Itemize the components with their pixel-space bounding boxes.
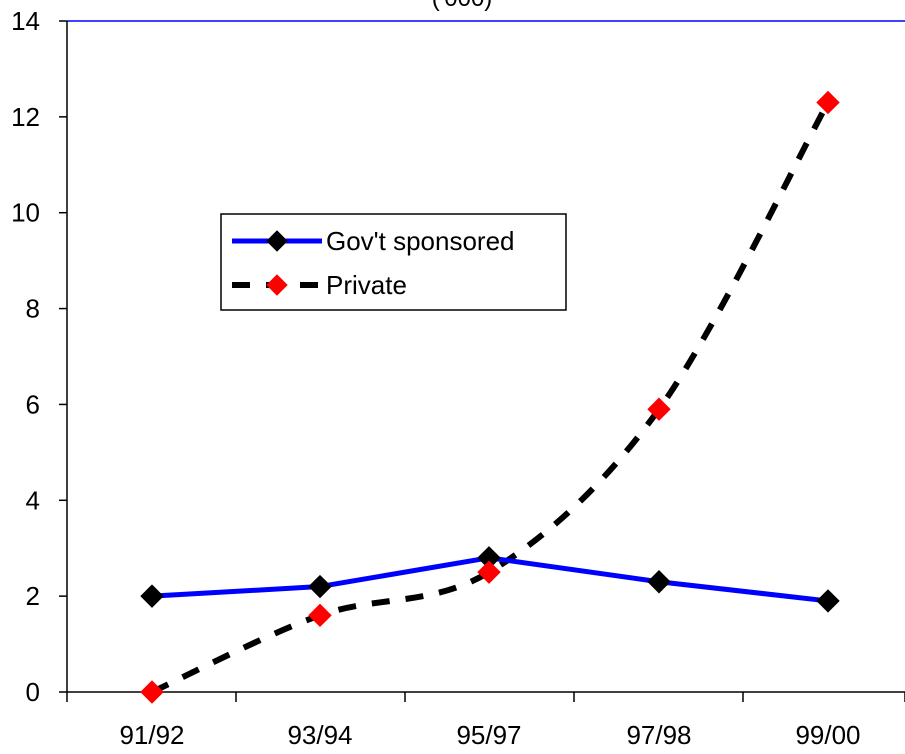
- data-point-private: [647, 397, 671, 421]
- data-point-govt-sponsored: [308, 574, 332, 599]
- data-point-govt-sponsored: [140, 584, 164, 608]
- x-tick-label: 99/00: [795, 720, 860, 750]
- y-tick-label: 14: [11, 6, 40, 36]
- data-point-govt-sponsored: [816, 589, 840, 613]
- y-tick-label: 12: [11, 102, 40, 132]
- legend-label-govt-sponsored: Gov't sponsored: [326, 226, 515, 256]
- x-tick-label: 95/97: [456, 720, 521, 750]
- y-tick-label: 4: [26, 485, 40, 515]
- y-tick-label: 6: [26, 389, 40, 419]
- x-tick-label: 93/94: [287, 720, 352, 750]
- x-tick-label: 97/98: [626, 720, 691, 750]
- y-tick-label: 10: [11, 198, 40, 228]
- legend-label-private: Private: [326, 270, 407, 300]
- data-point-private: [308, 603, 332, 628]
- chart-title: ('000): [432, 0, 493, 12]
- y-tick-label: 2: [26, 581, 40, 611]
- legend-marker-govt-sponsored: [266, 230, 288, 252]
- x-tick-label: 91/92: [119, 720, 184, 750]
- data-point-private: [477, 560, 501, 584]
- data-point-private: [140, 680, 164, 704]
- y-tick-label: 8: [26, 294, 40, 324]
- data-point-govt-sponsored: [647, 570, 671, 594]
- legend: Gov't sponsored Private: [220, 213, 567, 311]
- series-layer: [140, 90, 840, 704]
- axes: 0 2 4 6 8 10 12 14 91/92 93/94 95/97 97/98 99/00: [11, 6, 905, 750]
- series-line-private: [150, 101, 831, 695]
- data-point-private: [816, 90, 840, 115]
- y-tick-label: 0: [26, 677, 40, 707]
- legend-marker-private: [266, 274, 288, 296]
